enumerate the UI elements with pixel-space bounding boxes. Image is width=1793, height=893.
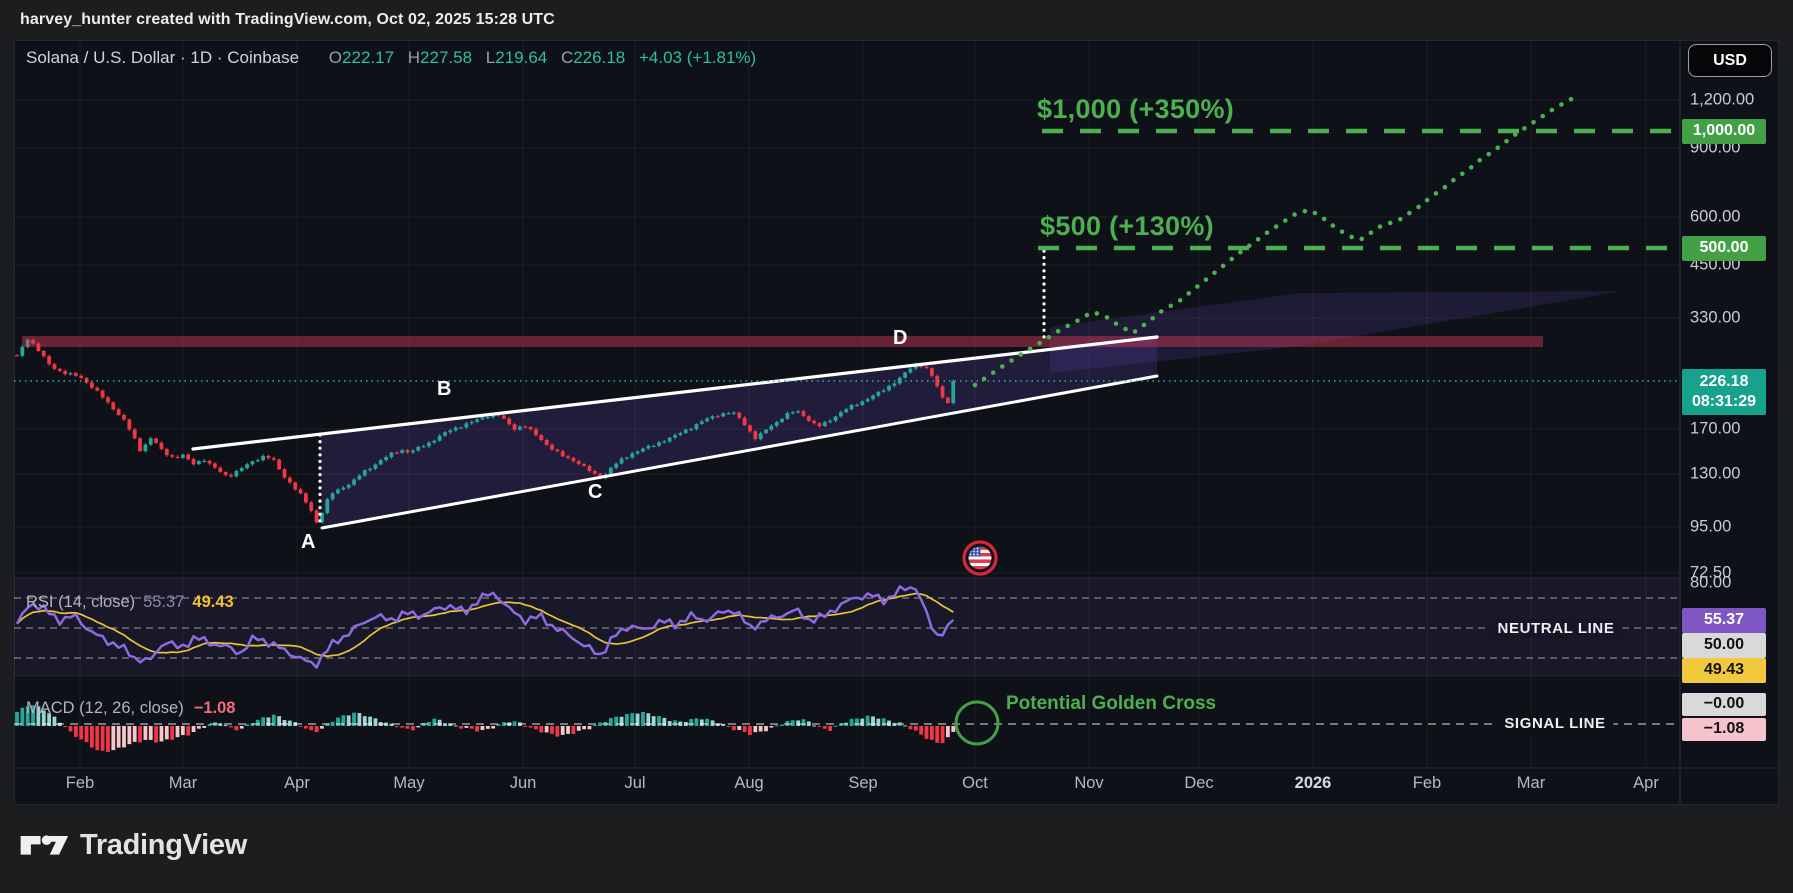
- pattern-point-a: A: [301, 531, 316, 553]
- pattern-point-d: D: [893, 327, 908, 349]
- target-1000-badge: 1,000.00: [1682, 118, 1766, 144]
- target-500-text: $500 (+130%): [1040, 211, 1214, 241]
- month-label-mar: Mar: [1516, 774, 1546, 792]
- price-tick-600.00: 600.00: [1690, 207, 1741, 226]
- month-label-aug: Aug: [734, 774, 764, 792]
- month-label-apr: Apr: [284, 774, 310, 792]
- macd-zero-badge: −0.00: [1682, 692, 1766, 716]
- ohlc-low-label: L: [485, 48, 496, 67]
- month-label-dec: Dec: [1184, 774, 1214, 792]
- symbol-bar: Solana / U.S. Dollar · 1D · Coinbase O22…: [26, 48, 756, 68]
- target-500-badge: 500.00: [1682, 235, 1766, 261]
- golden-cross-text: Potential Golden Cross: [1006, 693, 1217, 714]
- currency-toggle-button[interactable]: USD: [1688, 44, 1772, 77]
- ohlc-open-label: O: [328, 48, 343, 67]
- rsi-pane-label[interactable]: RSI (14, close) 55.37 49.43: [26, 593, 234, 612]
- ohlc-low-value: 219.64: [495, 48, 548, 67]
- macd-value-badge: −1.08: [1682, 717, 1766, 741]
- month-label-feb: Feb: [65, 774, 95, 792]
- month-label-feb: Feb: [1412, 774, 1442, 792]
- rsi-ma-badge: 49.43: [1682, 657, 1766, 683]
- macd-label-text: MACD (12, 26, close): [26, 699, 184, 717]
- month-label-jun: Jun: [509, 774, 537, 792]
- pattern-point-b: B: [437, 378, 452, 400]
- rsi-ma-value: 49.43: [192, 593, 234, 611]
- credit-line: harvey_hunter created with TradingView.c…: [20, 11, 555, 28]
- tradingview-logo[interactable]: TradingView: [20, 827, 247, 863]
- symbol-title[interactable]: Solana / U.S. Dollar · 1D · Coinbase: [26, 48, 300, 67]
- macd-value: −1.08: [193, 699, 236, 717]
- pattern-point-c: C: [588, 481, 603, 503]
- month-label-mar: Mar: [168, 774, 198, 792]
- price-tick-1200.00: 1,200.00: [1690, 90, 1755, 109]
- month-label-oct: Oct: [962, 774, 988, 792]
- price-tick-170.00: 170.00: [1690, 419, 1741, 438]
- tradingview-logo-text: TradingView: [80, 828, 247, 861]
- macd-pane-label[interactable]: MACD (12, 26, close) −1.08: [26, 699, 235, 718]
- price-tick-72.50: 72.50: [1690, 563, 1732, 582]
- rsi-value: 55.37: [143, 593, 185, 611]
- last-price-badge: 226.18 08:31:29: [1682, 369, 1766, 415]
- rsi-label-text: RSI (14, close): [26, 593, 136, 611]
- ohlc-close-value: 226.18: [573, 48, 626, 67]
- ohlc-high-value: 227.58: [420, 48, 473, 67]
- price-tick-330.00: 330.00: [1690, 308, 1741, 327]
- ohlc-high-label: H: [407, 48, 421, 67]
- month-label-may: May: [393, 774, 425, 792]
- price-tick-95.00: 95.00: [1690, 517, 1732, 536]
- ohlc-change: +4.03 (+1.81%): [639, 48, 757, 67]
- month-label-nov: Nov: [1074, 774, 1104, 792]
- neutral-line-label: NEUTRAL LINE: [1489, 619, 1623, 638]
- tradingview-logo-icon: [20, 835, 69, 855]
- ohlc-open-value: 222.17: [342, 48, 395, 67]
- month-label-2026: 2026: [1294, 774, 1332, 792]
- month-label-sep: Sep: [848, 774, 878, 792]
- rsi-neutral-badge: 50.00: [1682, 632, 1766, 658]
- price-tick-80.00: 80.00: [1690, 573, 1732, 592]
- ohlc-close-label: C: [560, 48, 574, 67]
- price-tick-130.00: 130.00: [1690, 464, 1741, 483]
- signal-line-label: SIGNAL LINE: [1496, 714, 1614, 733]
- month-label-jul: Jul: [624, 774, 646, 792]
- rsi-value-badge: 55.37: [1682, 607, 1766, 633]
- month-label-apr: Apr: [1633, 774, 1659, 792]
- target-1000-text: $1,000 (+350%): [1037, 94, 1235, 124]
